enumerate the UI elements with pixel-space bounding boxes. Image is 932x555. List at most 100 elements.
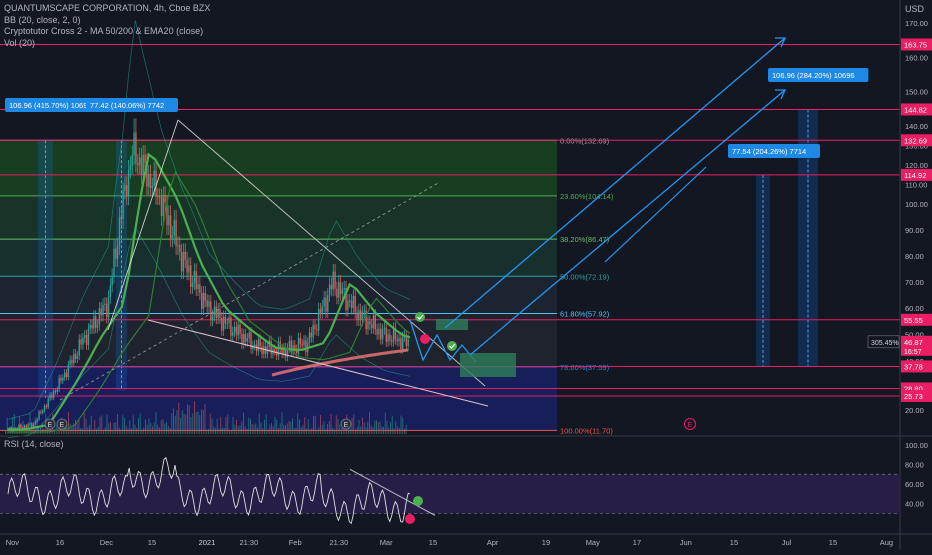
candle-body <box>211 315 214 321</box>
candle-body <box>237 324 239 336</box>
time-tick-label: 15 <box>730 538 738 547</box>
volume-bar <box>162 419 164 434</box>
volume-bar <box>307 418 309 434</box>
candle-body <box>350 300 353 309</box>
volume-bar <box>290 421 292 434</box>
rsi-line <box>7 456 411 524</box>
candle-body <box>96 325 99 328</box>
volume-bar <box>216 418 218 434</box>
volume-bar <box>90 416 92 434</box>
volume-bar <box>195 411 197 434</box>
candle-body <box>359 309 362 321</box>
candle-body <box>197 284 199 290</box>
candle-body <box>137 163 139 166</box>
candle-body <box>67 364 69 378</box>
time-tick-label: 21:30 <box>330 538 349 547</box>
candle-body <box>52 391 55 398</box>
volume-bar <box>281 412 283 434</box>
candle-body <box>325 297 327 312</box>
volume-bar <box>297 412 299 434</box>
earnings-letter: E <box>344 422 349 429</box>
candle-body <box>391 340 393 342</box>
volume-bar <box>299 419 300 434</box>
candle-body <box>157 196 159 198</box>
time-tick-label: Jun <box>680 538 692 547</box>
volume-bar <box>314 415 316 434</box>
candle-body <box>153 170 155 187</box>
volume-bar <box>397 426 398 434</box>
volume-bar <box>402 417 404 434</box>
candle-body <box>193 271 196 283</box>
candle-body <box>380 328 382 340</box>
candle-body <box>116 246 119 259</box>
volume-bar <box>185 414 187 434</box>
volume-bar <box>41 422 43 434</box>
volume-bar <box>202 409 204 434</box>
volume-bar <box>199 414 201 434</box>
indicator-bb[interactable]: BB (20, close, 2, 0) <box>4 14 81 25</box>
time-tick-label: 2021 <box>199 538 216 547</box>
candle-body <box>241 333 243 345</box>
rsi-tick-label: 40.00 <box>905 500 924 509</box>
indicator-volume[interactable]: Vol (20) <box>4 37 36 48</box>
volume-bar <box>355 429 356 434</box>
volume-bar <box>115 422 117 434</box>
volume-bar <box>146 424 148 434</box>
volume-bar <box>332 427 334 434</box>
volume-bar <box>300 426 302 434</box>
candle-body <box>389 334 391 341</box>
ema20-line <box>8 152 411 431</box>
volume-bar <box>183 413 185 434</box>
volume-bar <box>390 422 391 434</box>
candle-body <box>20 425 22 428</box>
candle-body <box>213 306 216 316</box>
candle-body <box>82 338 84 345</box>
candle-body <box>179 245 181 253</box>
volume-bar <box>138 418 139 434</box>
rsi-legend[interactable]: RSI (14, close) <box>4 439 64 449</box>
current-price-tag <box>901 335 932 356</box>
trend-line-dashed <box>59 181 441 401</box>
volume-bar <box>192 413 194 434</box>
volume-bar <box>348 424 349 434</box>
time-tick-label: Aug <box>880 538 893 547</box>
candle-body <box>230 317 232 336</box>
volume-bar <box>388 427 390 434</box>
volume-bar <box>283 424 285 434</box>
candle-body <box>338 282 340 298</box>
candle-body <box>43 405 46 411</box>
candle-body <box>131 155 133 166</box>
volume-bar <box>360 426 362 434</box>
candle-body <box>374 315 376 330</box>
volume-bar <box>127 428 129 434</box>
candle-body <box>347 300 349 311</box>
volume-bar <box>13 414 15 434</box>
price-tick-label: 150.00 <box>905 88 928 97</box>
indicator-ma-cross[interactable]: Cryptotutor Cross 2 - MA 50/200 & EMA20 … <box>4 26 204 36</box>
candle-body <box>160 196 163 216</box>
candle-body <box>257 339 260 352</box>
price-level-tag-label: 28.80 <box>904 384 923 393</box>
candle-body <box>95 316 97 328</box>
candle-body <box>286 347 289 357</box>
candle-body <box>84 334 86 339</box>
candle-body <box>63 372 66 378</box>
volume-bar <box>83 413 85 434</box>
candle-body <box>188 265 190 273</box>
time-tick-label: 21:30 <box>240 538 259 547</box>
volume-bar <box>155 412 157 434</box>
volume-bar <box>38 425 40 434</box>
volume-bar <box>381 426 383 434</box>
volume-bar <box>201 409 202 434</box>
volume-bar <box>173 408 174 434</box>
volume-bar <box>379 421 381 434</box>
measure-label: 77.42 (140.06%) 7742 <box>90 101 164 110</box>
volume-bar <box>405 424 407 434</box>
check-icon <box>447 341 457 351</box>
volume-bar <box>113 423 115 434</box>
volume-bar <box>358 420 360 434</box>
fib-label: 38.20%(86.47) <box>560 235 610 244</box>
candle-body <box>191 282 194 287</box>
candle-body <box>285 347 287 357</box>
